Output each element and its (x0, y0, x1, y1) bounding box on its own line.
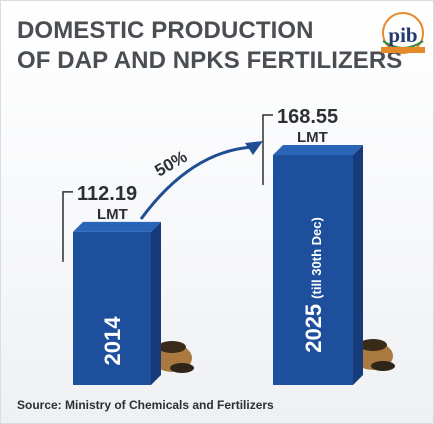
unit-label-0: LMT (97, 206, 128, 223)
sack-left-granules (158, 341, 186, 353)
bar-0 (73, 231, 151, 385)
bar-top-0 (73, 221, 161, 232)
sack-right-granules (359, 339, 387, 351)
growth-arrowhead (245, 141, 263, 155)
bar-label-0: 2014 (100, 316, 125, 366)
title-line-1: DOMESTIC PRODUCTION (17, 17, 314, 44)
value-label-0: 112.19 (77, 183, 137, 205)
bar-side-0 (151, 221, 161, 385)
growth-label: 50% (152, 147, 191, 180)
growth-arrow (139, 145, 254, 220)
title-line-2: OF DAP AND NPKS FERTILIZERS (17, 47, 403, 74)
value-bracket-0 (62, 191, 73, 262)
bar-side-1 (353, 145, 363, 385)
pib-logo: pib (373, 11, 433, 62)
value-label-1: 168.55 (277, 106, 338, 128)
bar-label-1: 2025(till 30th Dec) (301, 217, 326, 353)
sack-right-spill (371, 361, 395, 371)
bar-1 (273, 155, 353, 385)
bar-top-1 (273, 145, 363, 155)
source-text: Source: Ministry of Chemicals and Fertil… (17, 398, 274, 412)
pib-logo-text: pib (388, 23, 418, 47)
value-bracket-1 (262, 114, 273, 185)
sack-left-spill (170, 363, 194, 373)
unit-label-1: LMT (297, 129, 328, 146)
